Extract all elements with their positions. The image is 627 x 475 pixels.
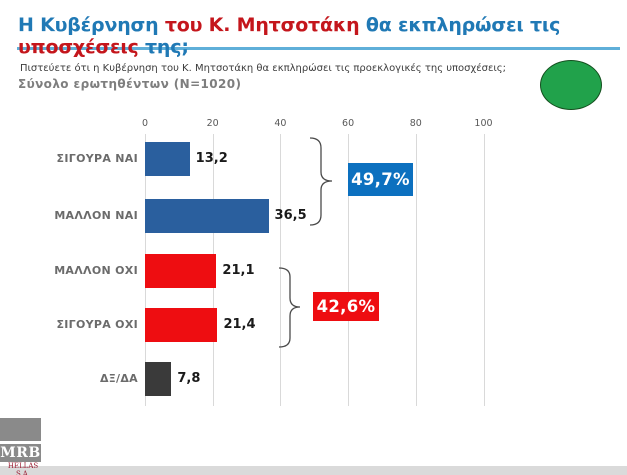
title-segment: υποσχέσεις [18,36,145,58]
bar [145,362,172,396]
bar-value-label: 7,8 [177,371,201,386]
bar-row: ΜΑΛΛΟΝ ΟΧΙ 21,1 [0,254,627,288]
category-label: ΜΑΛΛΟΝ ΝΑΙ [54,209,138,222]
no-total-badge: 42,6% [313,292,379,321]
question-text: Πιστεύετε ότι η Κυβέρνηση του Κ. Μητσοτά… [20,63,507,74]
bar [145,142,190,176]
bar-value-label: 36,5 [274,208,307,223]
title-underline [17,47,620,50]
bar-row: ΜΑΛΛΟΝ ΝΑΙ 36,5 [0,199,627,233]
bar-chart: 0 20 40 60 80 100 ΣΙΓΟΥΡΑ ΝΑΙ 13,2 ΜΑΛΛΟ… [0,110,627,420]
bar-row: ΣΙΓΟΥΡΑ ΝΑΙ 13,2 [0,142,627,176]
x-tick-label: 20 [206,118,219,129]
gridline [483,134,485,406]
x-tick-label: 60 [342,118,355,129]
mrb-logo-text: MRB [0,444,41,462]
green-circle-icon [540,60,602,110]
bar [145,254,217,288]
gridline [348,134,350,406]
title-segment: του Κ. Μητσοτάκη [164,14,366,36]
title-segment: της; [145,36,189,58]
footer-strip [0,466,627,475]
bar [145,308,218,342]
bar-row: ΣΙΓΟΥΡΑ ΟΧΙ 21,4 [0,308,627,342]
yes-total-badge: 49,7% [348,163,413,196]
x-tick-label: 80 [409,118,422,129]
yes-group-brace [309,137,333,226]
gridline [280,134,282,406]
bar-row: ΔΞ/ΔΑ 7,8 [0,362,627,396]
title-segment: θα εκπληρώσει τις [365,14,561,36]
category-label: ΣΙΓΟΥΡΑ ΟΧΙ [56,318,138,331]
x-tick-label: 0 [141,118,149,129]
bar-value-label: 21,4 [223,317,256,332]
bar-value-label: 13,2 [195,151,228,166]
mrb-logo-block [0,418,41,441]
category-label: ΔΞ/ΔΑ [99,372,138,385]
x-tick-label: 40 [274,118,287,129]
bar-value-label: 21,1 [222,263,255,278]
bar [145,199,269,233]
category-label: ΣΙΓΟΥΡΑ ΝΑΙ [56,152,138,165]
gridline [415,134,417,406]
no-group-brace [278,267,301,348]
category-label: ΜΑΛΛΟΝ ΟΧΙ [54,264,138,277]
title-segment: Η Κυβέρνηση [18,14,165,36]
mrb-logo-subtitle: HELLAS S.A. [7,462,39,475]
sample-size-text: Σύνολο ερωτηθέντων (Ν=1020) [18,77,242,91]
x-tick-label: 100 [474,118,493,129]
page-title: Η Κυβέρνηση του Κ. Μητσοτάκη θα εκπληρώσ… [18,14,618,58]
